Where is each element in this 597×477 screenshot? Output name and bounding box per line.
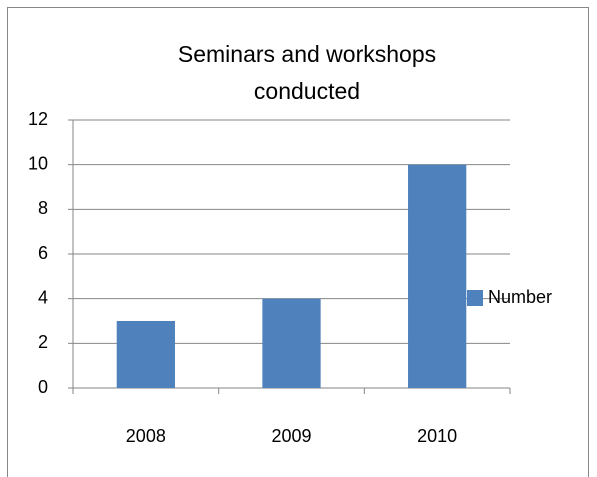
x-tick-label: 2009 (271, 426, 311, 446)
y-tick-label: 4 (38, 287, 48, 307)
legend-label: Number (488, 287, 552, 307)
y-tick-label: 6 (38, 243, 48, 263)
chart-frame (7, 7, 589, 477)
y-tick-label: 0 (38, 377, 48, 397)
y-tick-label: 12 (28, 109, 48, 129)
legend-swatch (467, 290, 483, 306)
y-tick-label: 2 (38, 332, 48, 352)
y-tick-label: 8 (38, 198, 48, 218)
bar (408, 164, 467, 388)
chart-title: Seminars and workshops conducted (177, 41, 437, 104)
x-tick-label: 2008 (126, 426, 166, 446)
bar (262, 298, 321, 388)
x-tick-label: 2010 (417, 426, 457, 446)
y-tick-label: 10 (28, 153, 48, 173)
bar (116, 321, 175, 388)
